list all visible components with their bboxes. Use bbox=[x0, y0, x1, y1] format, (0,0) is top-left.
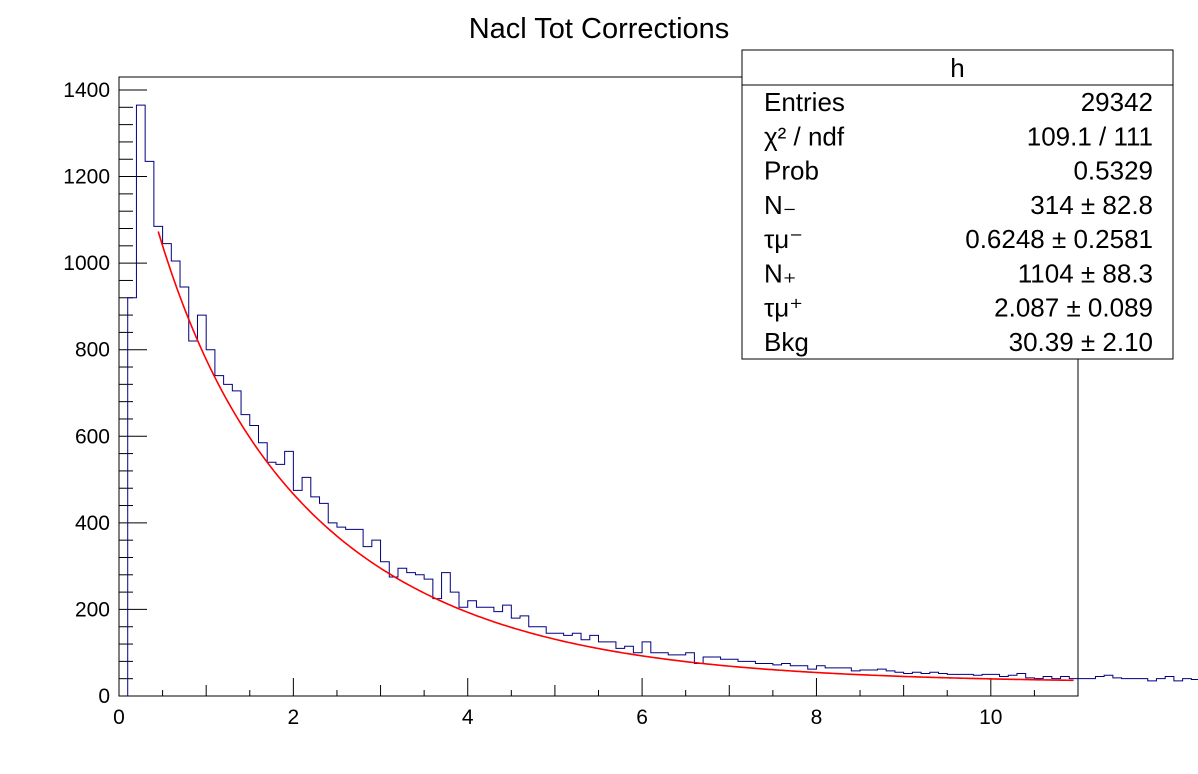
x-tick-label: 2 bbox=[288, 706, 300, 729]
x-tick-label: 10 bbox=[979, 706, 1002, 729]
y-tick-label: 1200 bbox=[63, 166, 110, 189]
stats-box-header: h bbox=[950, 53, 964, 83]
stats-row-label: χ² / ndf bbox=[764, 121, 845, 151]
stats-box: h Entries 29342 χ² / ndf 109.1 / 111 Prob 0.53… bbox=[741, 49, 1174, 360]
y-tick-label: 0 bbox=[98, 685, 110, 708]
stats-row-value: 109.1 / 111 bbox=[1027, 121, 1153, 151]
histogram bbox=[127, 104, 1198, 696]
x-axis: 0 2 4 6 8 10 bbox=[113, 678, 1035, 729]
stats-row-label: τμ⁺ bbox=[764, 293, 803, 323]
x-tick-label: 4 bbox=[462, 706, 474, 729]
fit-curve-group bbox=[157, 231, 1074, 682]
y-tick-label: 1000 bbox=[63, 252, 110, 275]
x-tick-label: 6 bbox=[636, 706, 648, 729]
x-tick-label: 0 bbox=[113, 706, 125, 729]
stats-row-label: τμ⁻ bbox=[764, 224, 803, 254]
y-axis: 0 200 400 600 800 1000 1200 1400 bbox=[63, 79, 147, 708]
stats-box-frame bbox=[741, 49, 1174, 360]
stats-row-value: 314 ± 82.8 bbox=[1030, 190, 1153, 220]
stats-row-value: 29342 bbox=[1081, 87, 1153, 117]
stats-row-label: N₊ bbox=[764, 258, 797, 288]
x-tick-label: 8 bbox=[811, 706, 823, 729]
fit-curve bbox=[157, 231, 1074, 682]
y-tick-label: 1400 bbox=[63, 79, 110, 102]
stats-row-label: Prob bbox=[764, 156, 819, 186]
y-tick-label: 800 bbox=[75, 339, 110, 362]
stats-row-label: Entries bbox=[764, 87, 845, 117]
stats-row-value: 2.087 ± 0.089 bbox=[994, 293, 1153, 323]
stats-row-value: 30.39 ± 2.10 bbox=[1009, 327, 1153, 357]
histogram-bins bbox=[127, 104, 1198, 696]
y-tick-label: 200 bbox=[75, 598, 110, 621]
stats-row-label: N₋ bbox=[764, 190, 797, 220]
y-tick-label: 400 bbox=[75, 512, 110, 535]
stats-row-value: 0.5329 bbox=[1073, 156, 1153, 186]
stats-row-label: Bkg bbox=[764, 327, 809, 357]
chart-title: Nacl Tot Corrections bbox=[469, 13, 730, 45]
y-tick-label: 600 bbox=[75, 425, 110, 448]
stats-row-value: 1104 ± 88.3 bbox=[1018, 258, 1153, 288]
stats-row-value: 0.6248 ± 0.2581 bbox=[965, 224, 1153, 254]
